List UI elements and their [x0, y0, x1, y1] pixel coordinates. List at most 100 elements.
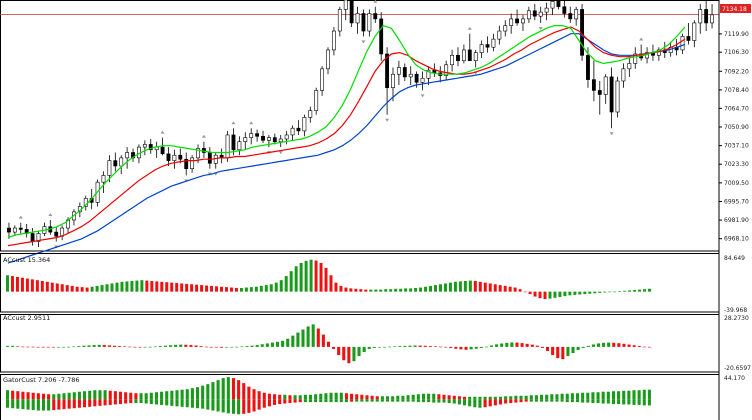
ac-oscillator-pane-1[interactable]	[0, 253, 720, 313]
indicator-bar	[60, 284, 64, 292]
indicator-bar	[623, 290, 627, 292]
indicator-bar	[30, 279, 34, 292]
gator-lower-bar	[555, 399, 559, 402]
candle-bull	[355, 13, 360, 24]
gator-lower-bar	[575, 399, 580, 403]
indicator-bar	[379, 289, 383, 292]
indicator-bar	[643, 289, 647, 292]
gator-lower-bar	[529, 399, 533, 402]
indicator-bar	[518, 289, 522, 292]
ac-oscillator-2-title: ACcust 2.9511	[3, 314, 50, 322]
indicator-bar	[528, 291, 532, 295]
gator-upper-bar	[611, 391, 616, 400]
indicator-bar	[558, 291, 562, 297]
gator-upper-bar	[411, 394, 415, 400]
indicator-bar	[543, 291, 547, 300]
indicator-bar	[459, 346, 463, 350]
gator-lower-bar	[283, 399, 287, 404]
price-axis-label: 6995.70	[724, 198, 749, 205]
gator-lower-bar	[124, 399, 128, 404]
gator-upper-bar	[529, 395, 533, 400]
gator-lower-bar	[83, 399, 87, 408]
candle-bull	[83, 198, 88, 207]
candle-bull	[680, 36, 685, 51]
gator-lower-bar	[478, 399, 482, 408]
indicator-bar	[77, 346, 81, 347]
candle-bull	[196, 148, 200, 159]
indicator-bar	[140, 280, 144, 292]
candle-bull	[101, 175, 106, 183]
indicator-bar	[110, 283, 114, 292]
gator-upper-bar	[247, 386, 251, 400]
indicator-bar	[530, 344, 534, 347]
candle-bull	[603, 76, 608, 95]
candle-bull	[479, 44, 484, 53]
gator-upper-bar	[360, 394, 364, 400]
indicator-bar	[6, 275, 9, 292]
gator-upper-bar	[565, 393, 569, 400]
indicator-bar	[41, 346, 45, 348]
indicator-bar	[274, 282, 278, 292]
indicator-bar	[642, 346, 646, 348]
indicator-bar	[403, 345, 407, 347]
candle-bear	[54, 231, 59, 237]
gator-upper-bar	[165, 391, 169, 400]
indicator-bar	[160, 281, 164, 292]
gator-oscillator-pane[interactable]	[0, 374, 720, 420]
candle-bull	[343, 0, 348, 10]
gator-lower-bar	[231, 399, 236, 414]
gator-lower-bar	[103, 399, 107, 406]
indicator-bar	[448, 282, 452, 292]
indicator-bar	[163, 345, 167, 347]
gator-lower-bar	[77, 399, 81, 408]
gator-lower-bar	[303, 399, 307, 403]
gator-lower-bar	[47, 399, 51, 411]
gator-upper-bar	[31, 392, 35, 400]
candle-bull	[225, 134, 230, 159]
indicator-bar	[296, 332, 300, 347]
fractal-down-marker	[420, 94, 425, 98]
gator-upper-bar	[26, 392, 30, 400]
indicator-bar	[321, 334, 325, 347]
candle-bull	[278, 138, 283, 142]
candle-bull	[237, 141, 242, 151]
indicator-bar	[553, 291, 557, 298]
indicator-bar	[444, 346, 448, 348]
candle-bull	[526, 10, 531, 20]
gator-lower-bar	[570, 399, 574, 403]
gator-lower-bar	[16, 399, 20, 409]
gator-upper-bar	[617, 391, 621, 400]
gator-lower-bar	[421, 399, 426, 403]
indicator-bar	[339, 285, 343, 292]
ac-oscillator-pane-2[interactable]	[0, 314, 720, 373]
indicator-bar	[75, 286, 79, 292]
gator-upper-bar	[83, 391, 87, 400]
gator-upper-bar	[298, 395, 302, 400]
gator-lower-bar	[221, 399, 225, 413]
gator-lower-bar	[154, 399, 158, 405]
indicator-bar	[357, 346, 361, 357]
indicator-bar	[35, 280, 39, 292]
price-axis-label: 7023.30	[724, 161, 749, 168]
gator-lower-bar	[88, 399, 92, 407]
gator-oscillator-title: GatorCust 7.206 -7.786	[3, 376, 80, 384]
indicator-bar	[498, 285, 502, 292]
indicator-bar	[62, 346, 66, 348]
price-pane[interactable]	[0, 0, 720, 264]
gator-upper-bar	[355, 394, 359, 400]
gator-pane-border	[0, 374, 720, 420]
indicator-bar	[413, 345, 417, 347]
gator-lower-bar	[519, 399, 523, 403]
indicator-bar	[107, 345, 111, 347]
candle-bull	[243, 137, 248, 142]
candle-bear	[686, 36, 691, 41]
gator-lower-bar	[391, 399, 395, 402]
indicator-bar	[538, 291, 542, 299]
indicator-bar	[112, 345, 117, 347]
indicator-bar	[229, 287, 233, 292]
gator-upper-bar	[231, 378, 236, 400]
indicator-bar	[598, 291, 602, 293]
indicator-bar	[235, 346, 239, 348]
gator-upper-bar	[514, 395, 518, 400]
